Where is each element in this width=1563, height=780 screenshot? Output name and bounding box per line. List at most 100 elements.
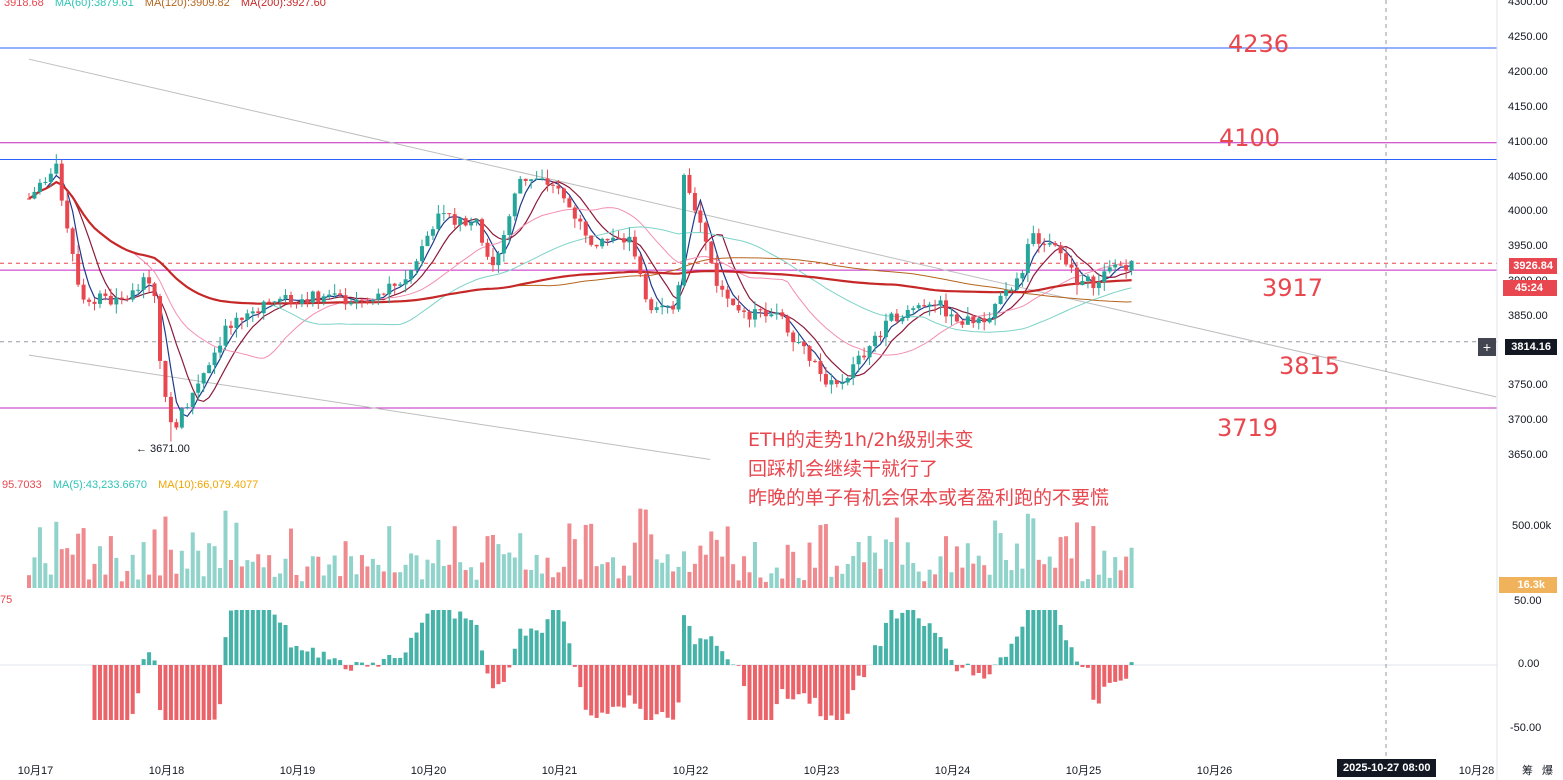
volume-bar — [65, 548, 70, 588]
macd-bar — [1020, 626, 1025, 665]
macd-bar — [125, 665, 130, 720]
candle-body — [742, 310, 747, 312]
candle-body — [709, 241, 714, 263]
candle-body — [1058, 245, 1063, 254]
macd-bar — [1080, 665, 1085, 668]
macd-bar — [736, 665, 741, 666]
volume-bar — [523, 569, 528, 588]
volume-bar — [234, 522, 239, 588]
volume-bar — [278, 573, 283, 588]
volume-bar — [1064, 536, 1069, 588]
legend-volume-ma10: MA(10):66,079.4077 — [158, 479, 259, 491]
volume-bar — [92, 563, 97, 588]
candle-body — [1102, 271, 1107, 282]
volume-bar — [1096, 574, 1101, 588]
volume-bar — [490, 534, 495, 588]
candle-body — [436, 213, 441, 230]
volume-bar — [452, 526, 457, 588]
macd-bar — [234, 610, 239, 665]
macd-bar — [758, 665, 763, 720]
macd-bar — [327, 659, 332, 665]
volume-bar — [878, 568, 883, 588]
candle-body — [1118, 264, 1123, 266]
candle-body — [158, 296, 162, 361]
macd-bar — [791, 665, 796, 700]
volume-bar — [316, 556, 321, 588]
volume-bar — [130, 554, 135, 588]
candle-body — [752, 309, 757, 320]
candle-body — [1009, 289, 1014, 291]
volume-bar — [496, 544, 501, 588]
volume-bar — [321, 575, 326, 588]
volume-bar — [261, 567, 266, 588]
macd-bar — [944, 648, 948, 665]
volume-bar — [687, 571, 692, 588]
macd-bar — [480, 650, 485, 665]
candle-body — [1080, 280, 1085, 286]
candle-body — [316, 291, 321, 302]
macd-bar — [1014, 636, 1019, 665]
legend-ma200: MA(200):3927.60 — [240, 0, 326, 9]
volume-bar — [605, 562, 610, 588]
macd-bar — [267, 610, 272, 665]
macd-bar — [954, 665, 959, 672]
macd-bar — [911, 610, 916, 665]
macd-bar — [572, 665, 577, 667]
volume-bar — [752, 542, 757, 588]
candle-body — [616, 237, 621, 239]
candle-body — [37, 182, 42, 192]
volume-bar — [834, 565, 839, 588]
candle-body — [1096, 281, 1101, 289]
candle-body — [818, 361, 823, 375]
candle-body — [283, 295, 288, 299]
time-tick: 10月28 — [1458, 765, 1495, 777]
volume-bar — [1113, 557, 1118, 588]
candle-body — [780, 312, 785, 317]
crosshair-add-button[interactable]: + — [1478, 338, 1496, 356]
volume-bar — [922, 581, 927, 588]
candle-body — [338, 293, 343, 296]
candle-body — [234, 317, 239, 328]
volume-bar — [381, 571, 386, 588]
candle-body — [223, 325, 228, 346]
candle-body — [376, 293, 381, 300]
candle-body — [769, 314, 774, 317]
candle-body — [523, 178, 528, 181]
macd-bar — [201, 665, 206, 720]
macd-bar — [147, 652, 152, 665]
macd-bar — [900, 612, 905, 665]
macd-bar — [349, 665, 354, 671]
macd-bar — [578, 665, 583, 688]
candle-body — [310, 291, 315, 303]
volume-bar — [365, 566, 370, 588]
candle-body — [130, 290, 135, 300]
candle-body — [381, 293, 386, 295]
corner-label-chips[interactable]: 筹 — [1522, 765, 1533, 777]
volume-bar — [370, 558, 375, 588]
candle-body — [785, 316, 790, 333]
macd-bar — [818, 665, 823, 717]
macd-bar — [420, 622, 424, 665]
volume-bar — [862, 562, 867, 588]
volume-bar — [965, 543, 970, 588]
macd-axis-tick-top: 50.00 — [1514, 595, 1542, 607]
time-tick: 10月26 — [1196, 765, 1233, 777]
volume-bar — [692, 563, 697, 588]
corner-label-liquidation[interactable]: 爆 — [1542, 765, 1553, 777]
candle-body — [643, 274, 648, 300]
volume-bar — [59, 549, 64, 588]
volume-bar — [1031, 518, 1036, 588]
volume-bar — [250, 561, 255, 588]
candle-body — [682, 174, 686, 286]
candle-body — [179, 408, 184, 428]
volume-bar — [1069, 558, 1074, 588]
candle-body — [1031, 233, 1036, 245]
candle-body — [136, 289, 141, 291]
candle-body — [589, 235, 594, 245]
volume-bar — [376, 564, 381, 588]
macd-bar — [1102, 665, 1107, 687]
candle-body — [540, 178, 545, 180]
volume-bar — [387, 526, 392, 588]
candle-body — [452, 214, 457, 225]
